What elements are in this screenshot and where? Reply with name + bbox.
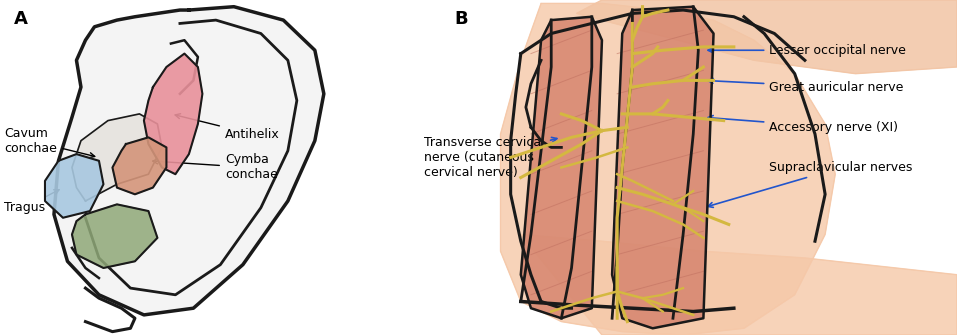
Text: Antihelix: Antihelix [175,114,279,140]
Polygon shape [45,154,103,218]
Polygon shape [144,54,203,174]
Text: Transverse cervical
nerve (cutaneous
cervical nerve): Transverse cervical nerve (cutaneous cer… [425,136,557,179]
Text: Tragus: Tragus [5,190,59,214]
Text: B: B [455,10,469,28]
Text: A: A [13,10,28,28]
Text: Cavum
conchae: Cavum conchae [5,127,95,158]
Polygon shape [72,114,162,201]
Polygon shape [521,234,957,335]
Polygon shape [113,137,167,194]
Text: Lesser occipital nerve: Lesser occipital nerve [708,44,906,57]
Text: Supraclavicular nerves: Supraclavicular nerves [708,161,913,207]
Polygon shape [521,17,602,318]
Text: Great auricular nerve: Great auricular nerve [708,78,903,93]
Text: Accessory nerve (XI): Accessory nerve (XI) [708,116,899,134]
Polygon shape [72,204,157,268]
Text: Cymba
conchae: Cymba conchae [153,153,278,182]
Polygon shape [576,0,957,74]
Polygon shape [501,3,835,335]
Polygon shape [54,7,323,315]
Polygon shape [612,7,714,328]
